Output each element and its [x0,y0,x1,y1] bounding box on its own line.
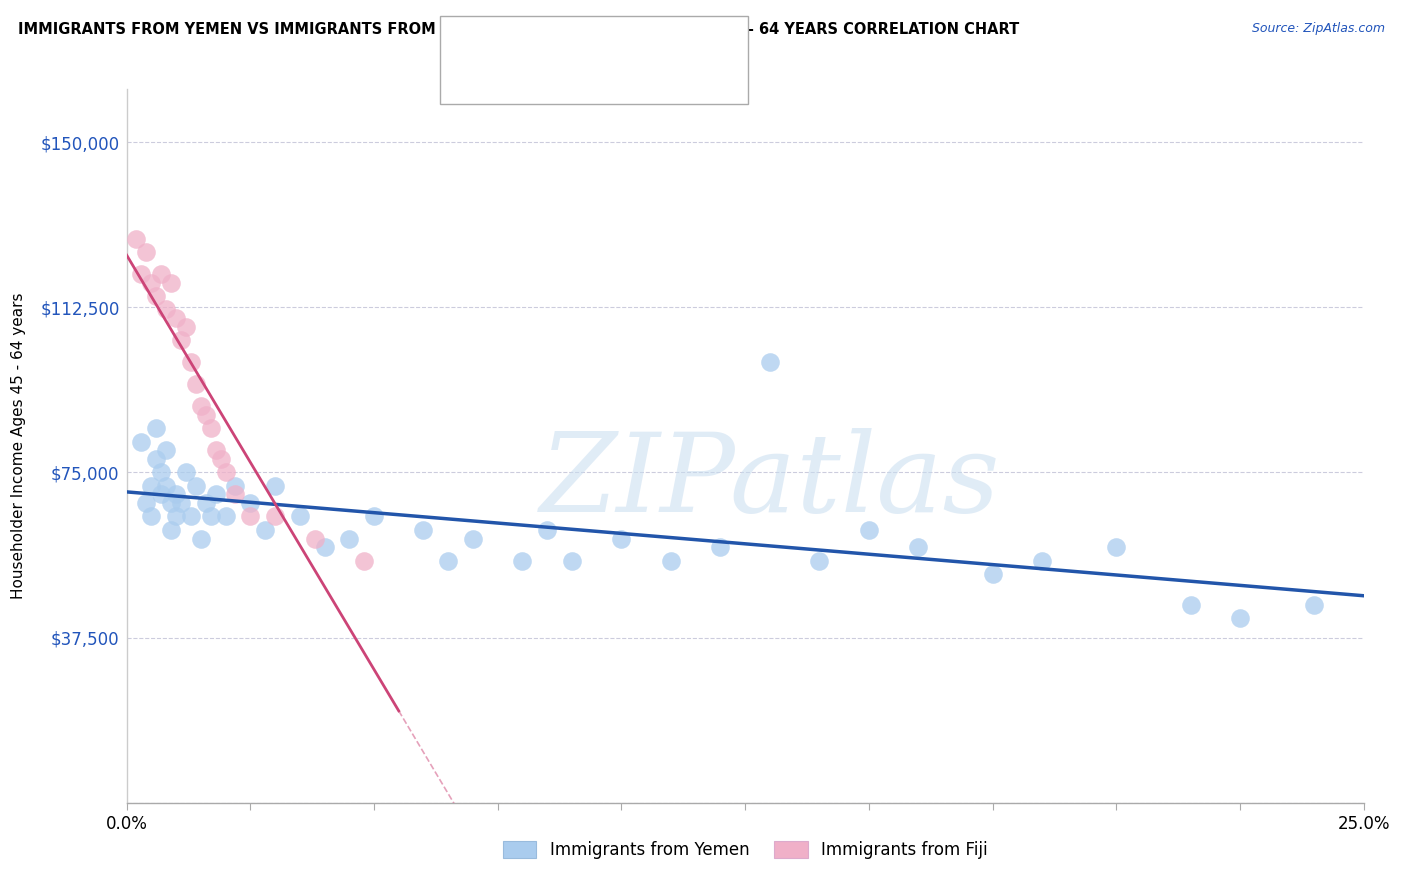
Point [150,267,173,281]
Point [709,541,731,555]
Point [1229,611,1251,625]
Text: R =: R = [495,68,531,86]
Point [155,478,177,492]
Text: N =: N = [628,30,666,48]
Point [145,421,167,435]
Point [224,478,246,492]
Point [150,466,173,480]
Point [288,509,311,524]
Point [150,487,173,501]
Point [759,355,782,369]
Point [1105,541,1128,555]
Text: -0.492: -0.492 [538,68,599,86]
Point [160,523,183,537]
Point [184,377,207,392]
Point [200,509,222,524]
Point [224,487,246,501]
Point [1180,598,1202,612]
Y-axis label: Householder Income Ages 45 - 64 years: Householder Income Ages 45 - 64 years [11,293,27,599]
Point [135,496,157,510]
Point [209,452,232,467]
Point [239,496,262,510]
Point [174,320,197,334]
Point [254,523,277,537]
Point [437,553,460,567]
Point [160,276,183,290]
Text: N =: N = [628,68,666,86]
Point [190,532,212,546]
Point [165,509,187,524]
Point [858,523,880,537]
Text: ZIPatlas: ZIPatlas [540,428,1000,535]
Text: 24: 24 [675,68,699,86]
Text: 50: 50 [675,30,699,48]
Point [200,421,222,435]
Point [204,487,226,501]
Text: IMMIGRANTS FROM YEMEN VS IMMIGRANTS FROM FIJI HOUSEHOLDER INCOME AGES 45 - 64 YE: IMMIGRANTS FROM YEMEN VS IMMIGRANTS FROM… [18,22,1019,37]
Point [135,245,157,260]
Point [155,443,177,458]
Point [145,452,167,467]
Point [141,509,163,524]
Point [1031,553,1053,567]
Point [180,509,202,524]
Text: -0.189: -0.189 [538,30,598,48]
Point [412,523,434,537]
Point [170,496,193,510]
Point [659,553,682,567]
Point [264,478,287,492]
Bar [454,24,484,54]
Point [194,496,217,510]
Point [214,509,236,524]
Text: Source: ZipAtlas.com: Source: ZipAtlas.com [1251,22,1385,36]
Point [264,509,287,524]
Point [808,553,831,567]
Point [981,566,1004,581]
Text: R =: R = [495,30,531,48]
Point [174,466,197,480]
Point [165,487,187,501]
Point [314,541,336,555]
Point [131,434,153,449]
Point [194,408,217,422]
Point [304,532,326,546]
Point [190,400,212,414]
Point [461,532,484,546]
Point [180,355,202,369]
Point [907,541,929,555]
Point [512,553,534,567]
Point [536,523,558,537]
Point [204,443,226,458]
Point [363,509,385,524]
Point [561,553,583,567]
Point [141,478,163,492]
Point [160,496,183,510]
Point [145,289,167,303]
Point [214,466,236,480]
Point [155,302,177,317]
Point [125,232,148,246]
Legend: Immigrants from Yemen, Immigrants from Fiji: Immigrants from Yemen, Immigrants from F… [496,834,994,866]
Point [353,553,375,567]
Point [610,532,633,546]
Point [131,267,153,281]
Bar [454,62,484,91]
Point [184,478,207,492]
Point [1303,598,1326,612]
Point [239,509,262,524]
Point [170,333,193,347]
Point [165,311,187,326]
Point [141,276,163,290]
Point [337,532,360,546]
